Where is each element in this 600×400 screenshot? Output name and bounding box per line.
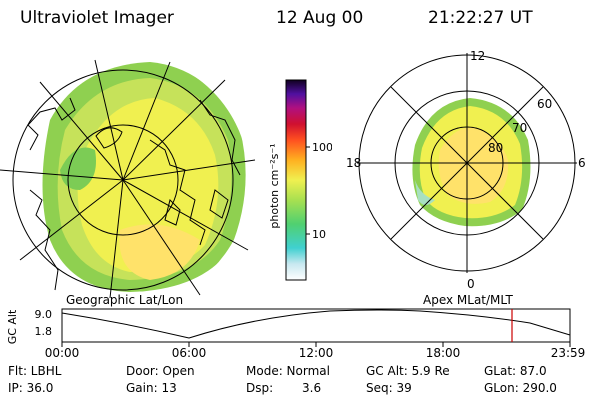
colorbar-tick-10: 10	[312, 228, 326, 241]
mlt-label-6: 6	[578, 156, 586, 170]
colorbar-tick-100: 100	[312, 141, 332, 154]
ip-info: IP: 36.0	[8, 381, 54, 395]
dsp-info-value: 3.6	[302, 381, 322, 395]
altitude-plot-frame	[61, 308, 571, 343]
geographic-panel-label: Geographic Lat/Lon	[66, 293, 184, 307]
altitude-ylabel: GC Alt	[6, 309, 19, 344]
glon-info: GLon: 290.0	[484, 381, 557, 395]
mlat-label-80: 80	[488, 141, 503, 155]
mlt-label-18: 18	[346, 156, 361, 170]
time-tick-1200: 12:00	[299, 346, 334, 360]
geographic-imagery	[42, 62, 246, 292]
filter-info: Flt: LBHL	[8, 364, 62, 378]
colorbar: 100 10 photon cm⁻²s⁻¹	[268, 79, 332, 281]
apex-polar-plot: 12 18 6 0 60 70 80	[346, 49, 586, 291]
mode-info: Mode: Normal	[246, 364, 330, 378]
time-tick-0600: 06:00	[172, 346, 207, 360]
mlat-label-60: 60	[537, 97, 552, 111]
door-info: Door: Open	[126, 364, 195, 378]
glat-info: GLat: 87.0	[484, 364, 547, 378]
colorbar-unit-label: photon cm⁻²s⁻¹	[268, 143, 281, 228]
gain-info: Gain: 13	[126, 381, 177, 395]
colorbar-gradient	[285, 79, 307, 281]
altitude-plot: GC Alt 9.0 1.8 00:00 06:00 12:00 18:00 2…	[6, 308, 586, 360]
mlat-label-70: 70	[512, 121, 527, 135]
gc-alt-info: GC Alt: 5.9 Re	[366, 364, 450, 378]
time-label: 21:22:27 UT	[428, 8, 533, 28]
time-tick-2359: 23:59	[551, 346, 586, 360]
geographic-grid	[0, 59, 256, 299]
instrument-title: Ultraviolet Imager	[20, 8, 174, 28]
seq-info: Seq: 39	[366, 381, 412, 395]
time-tick-0000: 00:00	[45, 346, 80, 360]
apex-grid	[357, 53, 577, 273]
altitude-ytick-1-8: 1.8	[35, 325, 53, 338]
apex-panel-label: Apex MLat/MLT	[423, 293, 513, 307]
dsp-info-label: Dsp:	[246, 381, 274, 395]
date-label: 12 Aug 00	[276, 8, 364, 28]
altitude-ytick-9: 9.0	[35, 308, 53, 321]
time-tick-1800: 18:00	[426, 346, 461, 360]
altitude-curve	[61, 309, 571, 339]
coastline-lines	[27, 97, 241, 291]
geographic-image-panel	[0, 59, 256, 299]
mlt-label-0: 0	[467, 277, 475, 291]
mlt-label-12: 12	[470, 49, 485, 63]
